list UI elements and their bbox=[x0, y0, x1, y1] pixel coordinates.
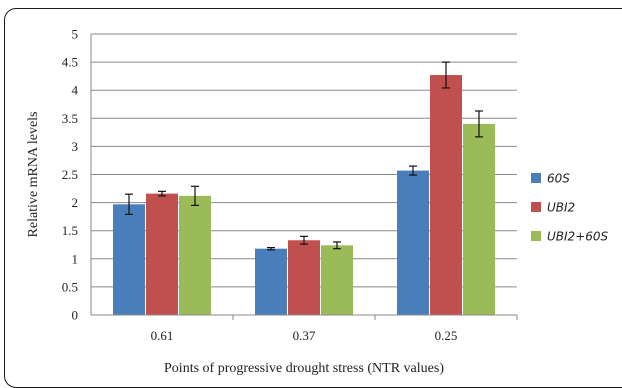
legend-swatch bbox=[531, 173, 541, 183]
legend-item: 60S bbox=[531, 172, 570, 186]
y-tick-label: 3 bbox=[72, 139, 79, 154]
bars bbox=[113, 61, 495, 315]
legend-label: UBI2 bbox=[547, 201, 575, 215]
bar bbox=[179, 195, 211, 315]
y-tick-label: 4 bbox=[72, 83, 79, 98]
legend-item: UBI2+60S bbox=[531, 230, 609, 244]
error-bar bbox=[475, 110, 483, 138]
bar bbox=[113, 204, 145, 315]
y-tick-label: 1.5 bbox=[62, 223, 78, 238]
x-tick-label: 0.37 bbox=[293, 328, 316, 343]
bar bbox=[397, 170, 429, 315]
y-tick-label: 3.5 bbox=[62, 111, 78, 126]
error-bar bbox=[333, 241, 341, 250]
error-bar bbox=[158, 190, 166, 197]
y-tick-label: 2.5 bbox=[62, 167, 78, 182]
x-tick-label: 0.25 bbox=[435, 328, 458, 343]
legend-item: UBI2 bbox=[531, 201, 575, 215]
legend: 60S UBI2 UBI2+60S bbox=[531, 172, 609, 244]
axes: 0 0.5 1 1.5 2 2.5 3 3.5 4 4.5 5 0.61 0.37 0.25 bbox=[62, 27, 518, 343]
legend-swatch bbox=[531, 202, 541, 212]
error-bar bbox=[442, 61, 450, 89]
x-tick-label: 0.61 bbox=[151, 328, 174, 343]
legend-label: UBI2+60S bbox=[547, 230, 609, 244]
x-axis-title: Points of progressive drought stress (NT… bbox=[164, 361, 444, 376]
bar-chart: 0 0.5 1 1.5 2 2.5 3 3.5 4 4.5 5 0.61 0.37 0.25 60S UBI… bbox=[26, 27, 609, 377]
y-tick-label: 1 bbox=[72, 251, 79, 266]
error-bar bbox=[300, 235, 308, 245]
y-tick-label: 5 bbox=[72, 27, 79, 42]
bar bbox=[288, 240, 320, 315]
y-tick-label: 2 bbox=[72, 195, 79, 210]
bar bbox=[255, 248, 287, 315]
legend-label: 60S bbox=[547, 172, 570, 186]
error-bar bbox=[409, 165, 417, 176]
y-tick-label: 4.5 bbox=[62, 55, 78, 70]
y-tick-label: 0 bbox=[72, 308, 79, 323]
bar bbox=[430, 75, 462, 315]
error-bar bbox=[125, 193, 133, 216]
legend-swatch bbox=[531, 231, 541, 241]
error-bar bbox=[191, 185, 199, 207]
bar bbox=[463, 123, 495, 315]
bar bbox=[321, 245, 353, 315]
y-tick-label: 0.5 bbox=[62, 279, 78, 294]
bar bbox=[146, 193, 178, 315]
error-bar bbox=[267, 246, 275, 251]
y-axis-title: Relative mRNA levels bbox=[26, 112, 41, 238]
